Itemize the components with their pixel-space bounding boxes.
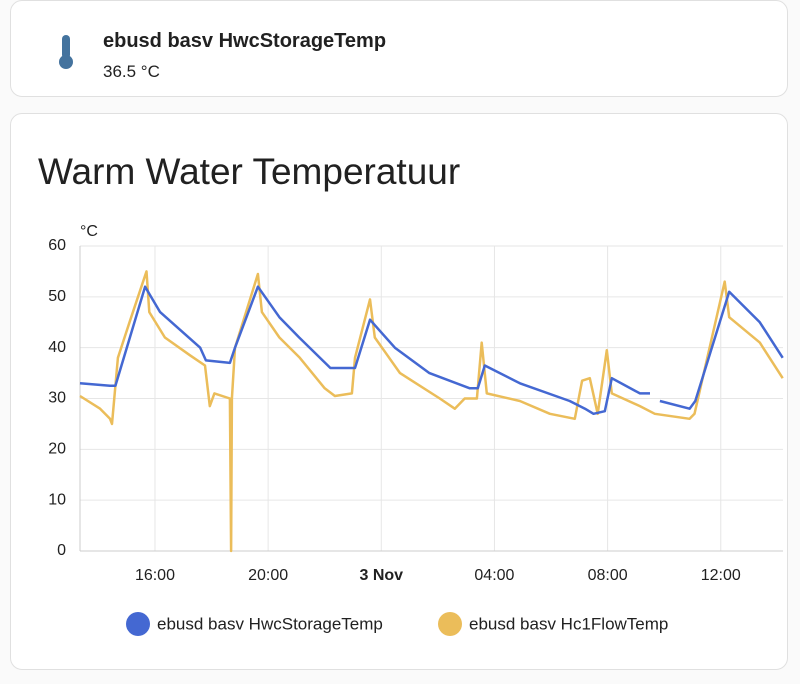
y-tick-label: 40 bbox=[48, 339, 66, 356]
legend-label[interactable]: ebusd basv Hc1FlowTemp bbox=[469, 614, 668, 633]
x-tick-label: 04:00 bbox=[474, 567, 514, 584]
legend-swatch[interactable] bbox=[438, 612, 462, 636]
x-tick-label: 16:00 bbox=[135, 567, 175, 584]
x-tick-label: 08:00 bbox=[588, 567, 628, 584]
x-tick-label: 20:00 bbox=[248, 567, 288, 584]
y-tick-label: 20 bbox=[48, 441, 66, 458]
x-tick-label: 12:00 bbox=[701, 567, 741, 584]
entity-state: 36.5 °C bbox=[103, 62, 160, 81]
entity-name: ebusd basv HwcStorageTemp bbox=[103, 30, 387, 52]
series-line bbox=[79, 270, 784, 553]
y-axis-label: °C bbox=[80, 223, 98, 240]
legend-swatch[interactable] bbox=[126, 612, 150, 636]
y-tick-label: 50 bbox=[48, 288, 66, 305]
y-tick-label: 30 bbox=[48, 390, 66, 407]
chart-card bbox=[10, 113, 788, 670]
legend-label[interactable]: ebusd basv HwcStorageTemp bbox=[157, 614, 383, 633]
x-tick-label: 3 Nov bbox=[359, 567, 403, 584]
y-tick-label: 60 bbox=[48, 237, 66, 254]
chart-title: Warm Water Temperatuur bbox=[38, 151, 460, 192]
thermometer-icon bbox=[59, 35, 73, 69]
series-line bbox=[79, 285, 784, 416]
y-tick-label: 10 bbox=[48, 491, 66, 508]
entity-card[interactable]: ebusd basv HwcStorageTemp 36.5 °C bbox=[10, 0, 788, 97]
y-tick-label: 0 bbox=[57, 542, 66, 559]
